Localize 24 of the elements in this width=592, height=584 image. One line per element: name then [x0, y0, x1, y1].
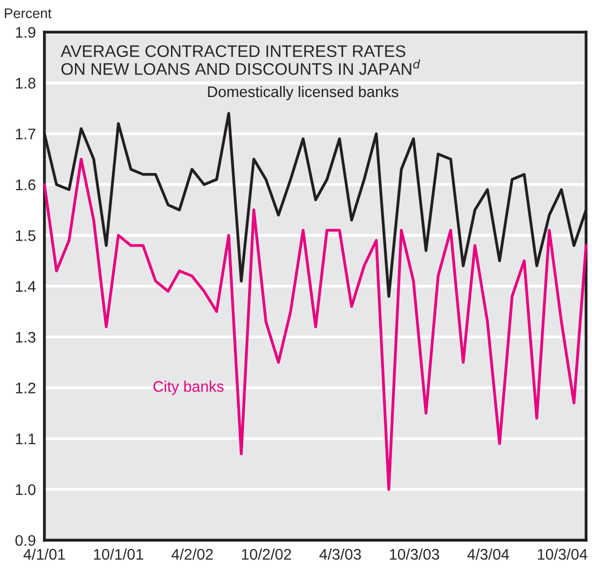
y-axis-title: Percent — [4, 8, 52, 18]
y-tick-label: 1.9 — [16, 26, 36, 38]
series-label: Domestically licensed banks — [208, 86, 398, 100]
x-tick-label: 10/3/03 — [390, 548, 440, 560]
text: AVERAGE CONTRACTED INTEREST RATES ON NEW LOANS AND DISCOUNTS IN JAPAN$^{d}$ — [60, 45, 420, 75]
y-tick-label: 0.9 — [15, 535, 36, 546]
x-tick-label: 4/3/03 — [319, 548, 361, 560]
y-tick-label: 1.6 — [16, 179, 36, 190]
x-tick-label: 10/2/02 — [242, 548, 292, 560]
x-tick-label: 10/3/04 — [538, 548, 588, 560]
line-series — [43, 158, 588, 491]
y-tick-label: 1.2 — [16, 382, 36, 394]
y-tick-label: 1.1 — [16, 434, 36, 444]
y-tick-label: 1.0 — [16, 484, 36, 496]
y-tick-label: 1.5 — [16, 230, 36, 242]
y-tick-label: 1.8 — [16, 78, 36, 89]
x-tick-label: 4/2/02 — [171, 548, 213, 560]
x-tick-label: 4/3/04 — [467, 548, 510, 560]
series-label: City banks — [154, 380, 224, 395]
y-tick-label: 1.3 — [16, 332, 36, 343]
x-tick-label: 10/1/01 — [94, 548, 144, 560]
x-tick-label: 4/1/01 — [24, 548, 65, 560]
y-tick-label: 1.7 — [16, 128, 36, 140]
y-tick-label: 1.4 — [16, 281, 36, 292]
